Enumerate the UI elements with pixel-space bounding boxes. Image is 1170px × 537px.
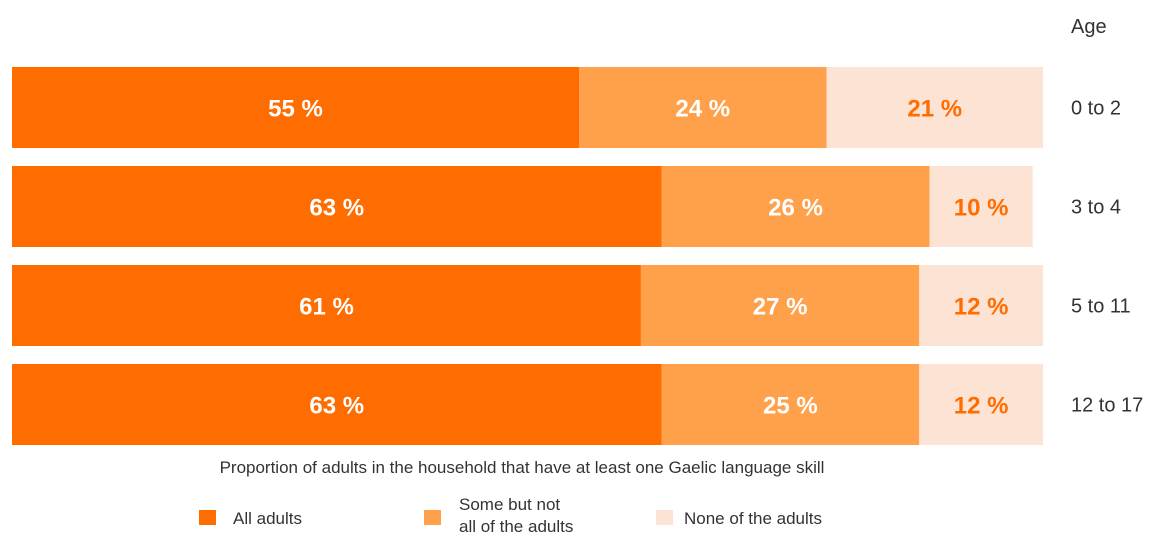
legend-swatch (656, 510, 673, 525)
bar-segment-2-row-3 (640, 265, 920, 346)
category-label: 0 to 2 (1071, 98, 1121, 120)
bar-data-label: 12 % (954, 294, 1009, 321)
legend-swatch (199, 510, 216, 525)
bar-data-label: 21 % (907, 96, 962, 123)
bar-segment-1-row-3 (12, 265, 641, 346)
y-axis-title: Age (1071, 16, 1107, 38)
bar-segment-3-row-1 (826, 67, 1043, 148)
bar-data-label: 10 % (954, 195, 1009, 222)
bar-segment-2-row-1 (579, 67, 827, 148)
legend-label: None of the adults (684, 509, 822, 528)
legend-label: Some but not (459, 495, 560, 514)
bar-segment-1-row-1 (12, 67, 580, 148)
bar-segment-1-row-4 (12, 364, 662, 445)
bar-segment-2-row-4 (661, 364, 920, 445)
x-axis-title: Proportion of adults in the household th… (220, 458, 825, 477)
bar-data-label: 12 % (954, 393, 1009, 420)
bar-segment-3-row-4 (919, 364, 1043, 445)
bar-data-label: 63 % (309, 195, 364, 222)
bar-segment-2-row-2 (661, 166, 930, 247)
bar-data-label: 25 % (763, 393, 818, 420)
legend-label-line2: all of the adults (459, 517, 573, 536)
legend-swatch (424, 510, 441, 525)
bar-data-label: 61 % (299, 294, 354, 321)
bar-segment-3-row-3 (919, 265, 1043, 346)
bar-data-label: 26 % (768, 195, 823, 222)
category-label: 3 to 4 (1071, 197, 1121, 219)
category-label: 12 to 17 (1071, 395, 1143, 417)
legend-label: All adults (233, 509, 302, 528)
category-labels: 0 to 2 3 to 4 5 to 11 12 to 17 (1071, 98, 1143, 417)
bar-data-label: 63 % (309, 393, 364, 420)
bars-group: 55 % 24 % 21 % 63 % 26 % 10 % 61 % 27 % 12 % 63 %… (12, 67, 1043, 445)
bar-segment-1-row-2 (12, 166, 662, 247)
bar-data-label: 24 % (675, 96, 730, 123)
bar-data-label: 55 % (268, 96, 323, 123)
bar-segment-3-row-2 (929, 166, 1033, 247)
legend: All adults Some but not all of the adults N… (199, 495, 822, 536)
category-label: 5 to 11 (1071, 296, 1131, 318)
bar-data-label: 27 % (753, 294, 808, 321)
